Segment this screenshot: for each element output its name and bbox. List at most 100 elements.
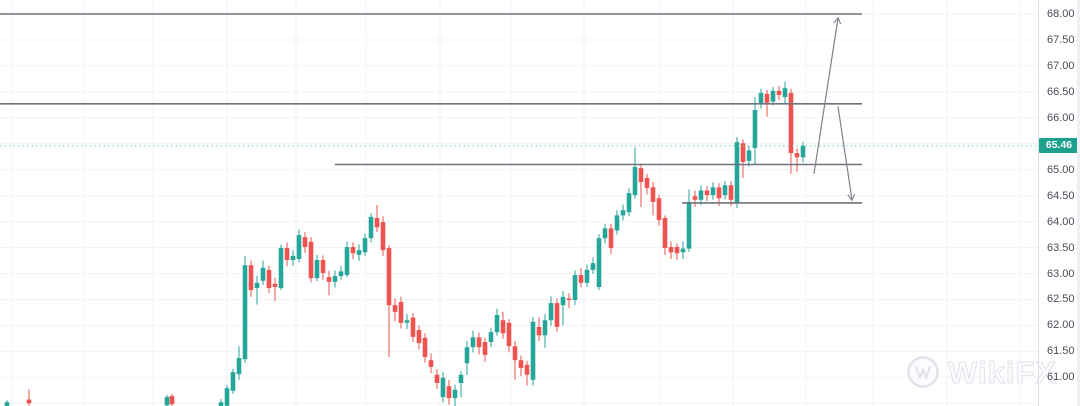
arrow-up-annotation[interactable] [813, 16, 842, 174]
candle-down [794, 153, 800, 158]
candle-down [650, 187, 656, 202]
candle-up [614, 215, 620, 231]
candle-down [608, 228, 614, 249]
candle-down [386, 248, 392, 306]
price-axis-label: 68.00 [1047, 8, 1075, 20]
candle-down [512, 346, 518, 361]
candle-down [374, 217, 380, 228]
candle-down [266, 269, 272, 289]
candle-up [164, 397, 170, 406]
candle-down [422, 337, 428, 358]
current-price-badge: 65.46 [1039, 138, 1079, 154]
price-axis[interactable]: 65.46 68.00 67.50 67.00 66.50 66.00 65.00 64.5… [1038, 0, 1080, 406]
price-axis-label: 66.50 [1047, 85, 1075, 98]
chart-canvas[interactable] [0, 0, 1038, 406]
candle-down [428, 360, 434, 367]
candle-up [680, 248, 686, 253]
candle-down [398, 302, 404, 323]
candle-up [698, 190, 704, 200]
candle-down [284, 248, 290, 261]
candle-up [782, 88, 788, 98]
candle-down [644, 178, 650, 188]
price-axis-label: 64.50 [1047, 189, 1075, 202]
candle-up [470, 337, 476, 348]
candle-up [734, 142, 740, 203]
candle-down [788, 92, 794, 154]
candle-down [764, 93, 770, 103]
candle-up [290, 255, 296, 261]
candle-down [350, 247, 356, 254]
candle-up [4, 402, 10, 406]
candle-down [500, 320, 506, 334]
candle-up [758, 92, 764, 104]
candle-up [356, 250, 362, 255]
candle-up [464, 347, 470, 364]
candle-up [224, 388, 230, 406]
candle-down [674, 247, 680, 254]
candle-up [368, 216, 374, 239]
candle-up [254, 282, 260, 289]
candle-down [26, 399, 32, 404]
candle-up [260, 267, 266, 281]
candle-up [230, 372, 236, 391]
candle-up [296, 235, 302, 259]
candle-down [524, 364, 530, 375]
candle-down [776, 90, 782, 95]
candle-up [560, 296, 566, 306]
candle-up [344, 247, 350, 276]
candle-up [632, 167, 638, 196]
candle-up [452, 389, 458, 399]
candle-down [578, 275, 584, 283]
candle-up [488, 332, 494, 343]
candle-up [722, 185, 728, 196]
candle-up [686, 201, 692, 249]
candle-down [704, 190, 710, 196]
candle-up [800, 145, 806, 158]
candle-up [218, 402, 224, 406]
candle-up [530, 321, 536, 380]
price-axis-label: 67.50 [1047, 33, 1075, 46]
candlestick-chart[interactable] [0, 0, 1038, 406]
candle-down [308, 241, 314, 279]
candle-down [320, 260, 326, 273]
price-axis-label: 66.00 [1047, 111, 1075, 124]
candle-down [656, 198, 662, 221]
candle-up [542, 320, 548, 336]
candle-down [248, 265, 254, 291]
candle-up [752, 110, 758, 148]
candle-down [536, 326, 542, 336]
candle-down [434, 374, 440, 384]
candle-up [710, 187, 716, 196]
price-axis-label: 61.50 [1047, 345, 1075, 358]
candle-down [410, 317, 416, 337]
candle-up [338, 271, 344, 277]
candle-up [572, 275, 578, 300]
candle-up [362, 238, 368, 253]
candle-up [332, 276, 338, 282]
candle-up [314, 260, 320, 279]
price-axis-label: 61.00 [1047, 371, 1075, 384]
price-axis-label: 62.50 [1047, 293, 1075, 306]
candle-up [770, 90, 776, 102]
candle-down [416, 330, 422, 344]
candle-down [506, 322, 512, 347]
candle-down [668, 247, 674, 253]
candle-down [740, 143, 746, 162]
arrow-down-annotation[interactable] [837, 106, 856, 202]
candle-up [620, 210, 626, 216]
candle-up [596, 238, 602, 287]
candle-down [482, 342, 488, 355]
candle-down [566, 298, 572, 300]
candle-down [662, 217, 668, 249]
candle-up [548, 303, 554, 321]
price-axis-label: 63.50 [1047, 241, 1075, 254]
price-axis-label: 65.00 [1047, 163, 1075, 176]
candle-down [169, 395, 175, 405]
candle-down [692, 196, 698, 200]
candle-down [728, 185, 734, 200]
candle-up [236, 358, 242, 375]
candle-up [440, 377, 446, 398]
candle-up [494, 315, 500, 333]
window-right-edge [1077, 0, 1080, 406]
candle-up [242, 265, 248, 360]
